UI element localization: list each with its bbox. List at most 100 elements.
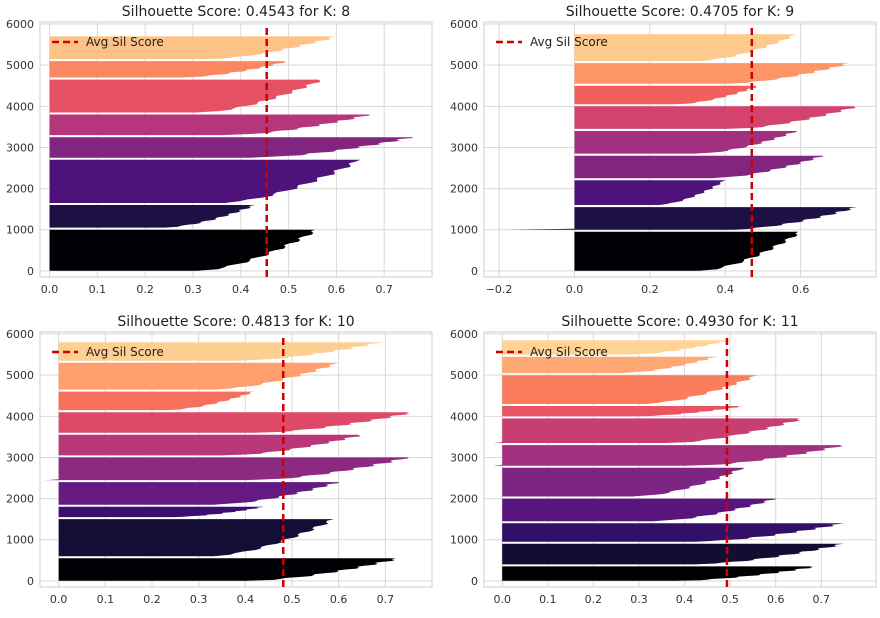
legend-label: Avg Sil Score (530, 35, 608, 49)
y-tick-label: 1000 (450, 534, 478, 547)
silhouette-cluster-9 (58, 342, 381, 361)
x-tick-label: 0.0 (493, 593, 511, 606)
y-tick-label: 2000 (6, 183, 34, 196)
y-tick-label: 0 (471, 575, 478, 588)
silhouette-cluster-8 (502, 375, 758, 404)
silhouette-cluster-0 (58, 558, 396, 581)
silhouette-cluster-3 (574, 155, 824, 179)
x-tick-label: 0.3 (630, 593, 648, 606)
silhouette-cluster-1 (502, 543, 845, 565)
silhouette-cluster-5 (49, 79, 321, 113)
silhouette-cluster-7 (574, 63, 850, 84)
silhouette-cluster-7 (502, 406, 744, 417)
x-tick-label: 0.7 (813, 593, 831, 606)
x-tick-label: 0.0 (41, 283, 59, 296)
y-tick-label: 6000 (450, 328, 478, 341)
silhouette-cluster-5 (493, 445, 843, 466)
y-tick-label: 5000 (450, 369, 478, 382)
x-tick-label: 0.4 (237, 593, 255, 606)
x-tick-label: 0.3 (190, 593, 208, 606)
chart-panel-4: 0.0 0.1 0.2 0.3 0.4 0.5 0.6 0.7 0 1000 2000 3000 400… (450, 314, 877, 606)
x-tick-label: 0.5 (721, 593, 739, 606)
x-tick-label: 0.1 (89, 283, 107, 296)
x-tick-label: 0.0 (566, 283, 584, 296)
silhouette-cluster-10 (502, 340, 731, 355)
x-tick-label: 0.7 (377, 593, 395, 606)
x-tick-label: 0.5 (283, 593, 301, 606)
silhouette-cluster-5 (574, 106, 856, 129)
legend-label: Avg Sil Score (530, 345, 608, 359)
silhouette-cluster-7 (58, 391, 255, 411)
silhouette-cluster-2 (502, 523, 845, 542)
y-tick-label: 4000 (450, 410, 478, 423)
x-tick-label: 0.1 (539, 593, 557, 606)
y-tick-label: 3000 (450, 141, 478, 154)
silhouette-cluster-5 (58, 434, 361, 456)
y-tick-label: 5000 (6, 59, 34, 72)
x-tick-label: 0.4 (232, 283, 250, 296)
chart-title: Silhouette Score: 0.4543 for K: 8 (122, 4, 350, 20)
chart-panel-1: 0.0 0.1 0.2 0.3 0.4 0.5 0.6 0.7 0 1000 2000 3000 400… (6, 4, 433, 296)
x-tick-label: 0.1 (97, 593, 115, 606)
y-tick-label: 3000 (6, 141, 34, 154)
silhouette-cluster-1 (506, 207, 858, 230)
y-tick-label: 1000 (6, 534, 34, 547)
x-tick-label: 0.4 (716, 283, 734, 296)
silhouette-cluster-3 (502, 498, 776, 522)
silhouette-cluster-9 (502, 356, 717, 374)
y-tick-label: 2000 (6, 493, 34, 506)
x-tick-label: 0.2 (143, 593, 161, 606)
x-tick-label: 0.6 (330, 593, 348, 606)
x-tick-label: 0.5 (280, 283, 298, 296)
legend: Avg Sil Score (52, 35, 164, 49)
chart-title: Silhouette Score: 0.4813 for K: 10 (117, 314, 354, 330)
y-tick-label: 6000 (6, 18, 34, 31)
x-tick-label: 0.7 (375, 283, 393, 296)
silhouette-cluster-4 (49, 114, 370, 136)
y-tick-label: 5000 (6, 369, 34, 382)
chart-title: Silhouette Score: 0.4705 for K: 9 (566, 4, 794, 20)
silhouette-cluster-1 (49, 205, 256, 228)
x-tick-label: 0.6 (767, 593, 785, 606)
y-tick-label: 1000 (450, 224, 478, 237)
silhouette-cluster-1 (58, 519, 334, 557)
x-tick-label: 0.2 (136, 283, 154, 296)
y-tick-label: 0 (27, 575, 34, 588)
silhouette-cluster-7 (49, 36, 337, 59)
y-tick-label: 3000 (450, 451, 478, 464)
legend: Avg Sil Score (496, 345, 608, 359)
chart-title: Silhouette Score: 0.4930 for K: 11 (561, 314, 798, 330)
silhouette-cluster-4 (574, 131, 797, 154)
chart-panel-3: 0.0 0.1 0.2 0.3 0.4 0.5 0.6 0.7 0 1000 2000 3000 400… (6, 314, 433, 606)
x-tick-label: 0.4 (676, 593, 694, 606)
silhouette-cluster-8 (574, 34, 797, 62)
silhouette-cluster-6 (574, 85, 758, 105)
silhouette-cluster-2 (58, 506, 265, 518)
silhouette-cluster-4 (44, 457, 409, 481)
silhouette-cluster-2 (574, 180, 726, 205)
x-tick-label: 0.2 (641, 283, 659, 296)
y-tick-label: 1000 (6, 224, 34, 237)
silhouette-cluster-6 (58, 412, 410, 433)
silhouette-cluster-0 (502, 566, 814, 581)
silhouette-cluster-3 (49, 137, 413, 158)
silhouette-cluster-6 (49, 61, 286, 78)
y-tick-label: 6000 (6, 328, 34, 341)
silhouette-cluster-4 (502, 467, 744, 497)
silhouette-cluster-2 (49, 159, 361, 203)
silhouette-cluster-3 (58, 482, 339, 505)
y-tick-label: 0 (27, 265, 34, 278)
x-tick-label: 0.0 (50, 593, 68, 606)
x-tick-label: −0.2 (486, 283, 513, 296)
y-tick-label: 0 (471, 265, 478, 278)
silhouette-cluster-6 (493, 418, 800, 444)
y-tick-label: 2000 (450, 493, 478, 506)
chart-panel-2: −0.2 0.0 0.2 0.4 0.6 0 1000 2000 3000 4000 5000 600… (450, 4, 877, 296)
silhouette-cluster-0 (574, 231, 799, 271)
y-tick-label: 2000 (450, 183, 478, 196)
silhouette-cluster-0 (49, 229, 315, 271)
y-tick-label: 3000 (6, 451, 34, 464)
legend-label: Avg Sil Score (86, 35, 164, 49)
